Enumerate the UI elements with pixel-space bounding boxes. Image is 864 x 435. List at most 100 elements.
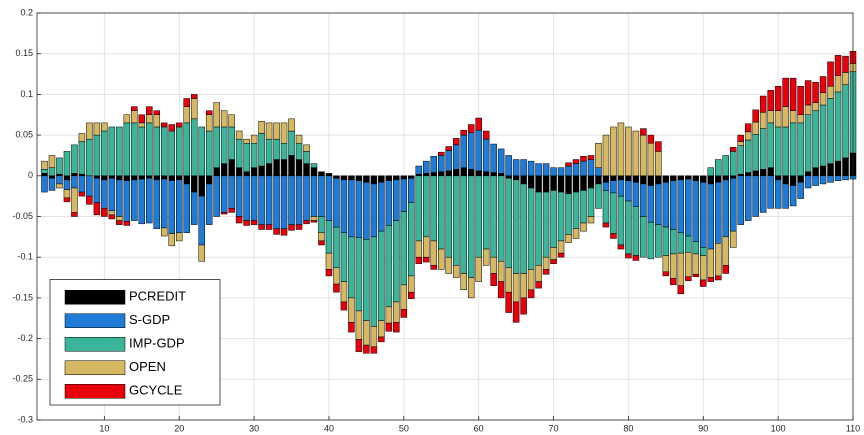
- bar-segment: [572, 228, 580, 239]
- y-tick-label: 0.2: [20, 7, 33, 17]
- bar-segment: [250, 134, 258, 144]
- bar-segment: [677, 175, 685, 181]
- bar-segment: [123, 221, 131, 226]
- bar-segment: [767, 122, 774, 168]
- bar-segment: [625, 253, 632, 259]
- bar-segment: [340, 175, 348, 181]
- bar-segment: [280, 175, 288, 229]
- bar-segment: [423, 256, 430, 263]
- bar-segment: [520, 273, 527, 299]
- bar-segment: [565, 193, 572, 235]
- bar-segment: [452, 175, 460, 266]
- bar-segment: [610, 175, 617, 181]
- bar-segment: [700, 279, 707, 287]
- bar-segment: [190, 118, 198, 177]
- bar-segment: [213, 167, 220, 177]
- bar-segment: [572, 163, 580, 177]
- bar-segment: [378, 230, 385, 321]
- bar-segment: [617, 122, 625, 177]
- bar-segment: [617, 175, 625, 181]
- bar-segment: [692, 241, 700, 255]
- bar-segment: [789, 77, 797, 111]
- bar-segment: [490, 172, 497, 177]
- bar-segment: [280, 122, 288, 144]
- bar-segment: [190, 191, 198, 225]
- bar-segment: [93, 202, 101, 216]
- bar-segment: [161, 227, 168, 237]
- bar-segment: [819, 175, 827, 185]
- bar-segment: [108, 214, 116, 220]
- bar-segment: [123, 180, 131, 222]
- bar-segment: [482, 130, 490, 140]
- legend-label: S-GDP: [129, 312, 170, 327]
- bar-segment: [273, 159, 280, 177]
- bar-segment: [265, 122, 273, 140]
- bar-segment: [842, 157, 849, 177]
- bar-segment: [310, 163, 318, 168]
- bar-segment: [482, 175, 490, 250]
- bar-segment: [662, 271, 670, 277]
- bar-segment: [288, 224, 295, 231]
- bar-segment: [685, 175, 692, 180]
- bar-segment: [243, 175, 250, 221]
- bar-segment: [108, 126, 116, 177]
- bar-segment: [774, 179, 782, 209]
- bar-segment: [355, 237, 363, 312]
- bar-segment: [602, 222, 610, 228]
- bar-segment: [438, 175, 445, 250]
- bar-segment: [153, 175, 161, 181]
- bar-segment: [707, 183, 715, 250]
- bar-segment: [767, 167, 774, 177]
- bar-segment: [527, 160, 535, 177]
- legend-label: OPEN: [129, 359, 166, 374]
- bar-segment: [789, 175, 797, 186]
- bar-segment: [303, 151, 310, 164]
- bar-segment: [288, 130, 295, 156]
- bar-segment: [348, 175, 355, 181]
- bar-segment: [198, 175, 205, 197]
- bar-segment: [198, 244, 205, 262]
- bar-segment: [408, 175, 415, 179]
- bar-segment: [340, 281, 348, 303]
- bar-segment: [744, 123, 752, 133]
- bar-segment: [677, 179, 685, 234]
- bar-segment: [131, 175, 138, 181]
- bar-segment: [385, 175, 393, 181]
- bar-segment: [303, 175, 310, 221]
- bar-segment: [565, 234, 572, 243]
- bar-segment: [602, 182, 610, 191]
- bar-segment: [280, 142, 288, 160]
- bar-segment: [774, 110, 782, 128]
- bar-segment: [632, 130, 640, 177]
- bar-segment: [677, 252, 685, 286]
- bar-segment: [235, 138, 243, 168]
- bar-segment: [527, 269, 535, 291]
- bar-segment: [505, 155, 512, 177]
- bar-segment: [415, 175, 423, 242]
- bar-segment: [265, 138, 273, 164]
- bar-segment: [318, 171, 325, 177]
- y-tick-label: -0.2: [17, 333, 33, 343]
- bar-segment: [408, 291, 415, 299]
- bar-segment: [587, 187, 595, 217]
- bar-segment: [161, 126, 168, 177]
- bar-segment: [774, 126, 782, 177]
- bar-segment: [759, 112, 767, 129]
- bar-segment: [400, 211, 408, 286]
- bar-segment: [228, 126, 235, 160]
- bar-segment: [280, 228, 288, 236]
- bar-segment: [86, 138, 93, 177]
- bar-segment: [250, 142, 258, 168]
- bar-segment: [827, 61, 834, 87]
- bar-segment: [430, 172, 438, 177]
- bar-segment: [198, 126, 205, 177]
- bar-segment: [363, 239, 370, 321]
- bar-segment: [325, 252, 333, 270]
- bar-segment: [78, 141, 86, 175]
- y-tick-label: 0.05: [15, 129, 33, 139]
- bar-segment: [647, 142, 655, 177]
- bar-segment: [415, 240, 423, 258]
- bar-segment: [759, 175, 767, 213]
- legend-label: IMP-GDP: [129, 336, 185, 351]
